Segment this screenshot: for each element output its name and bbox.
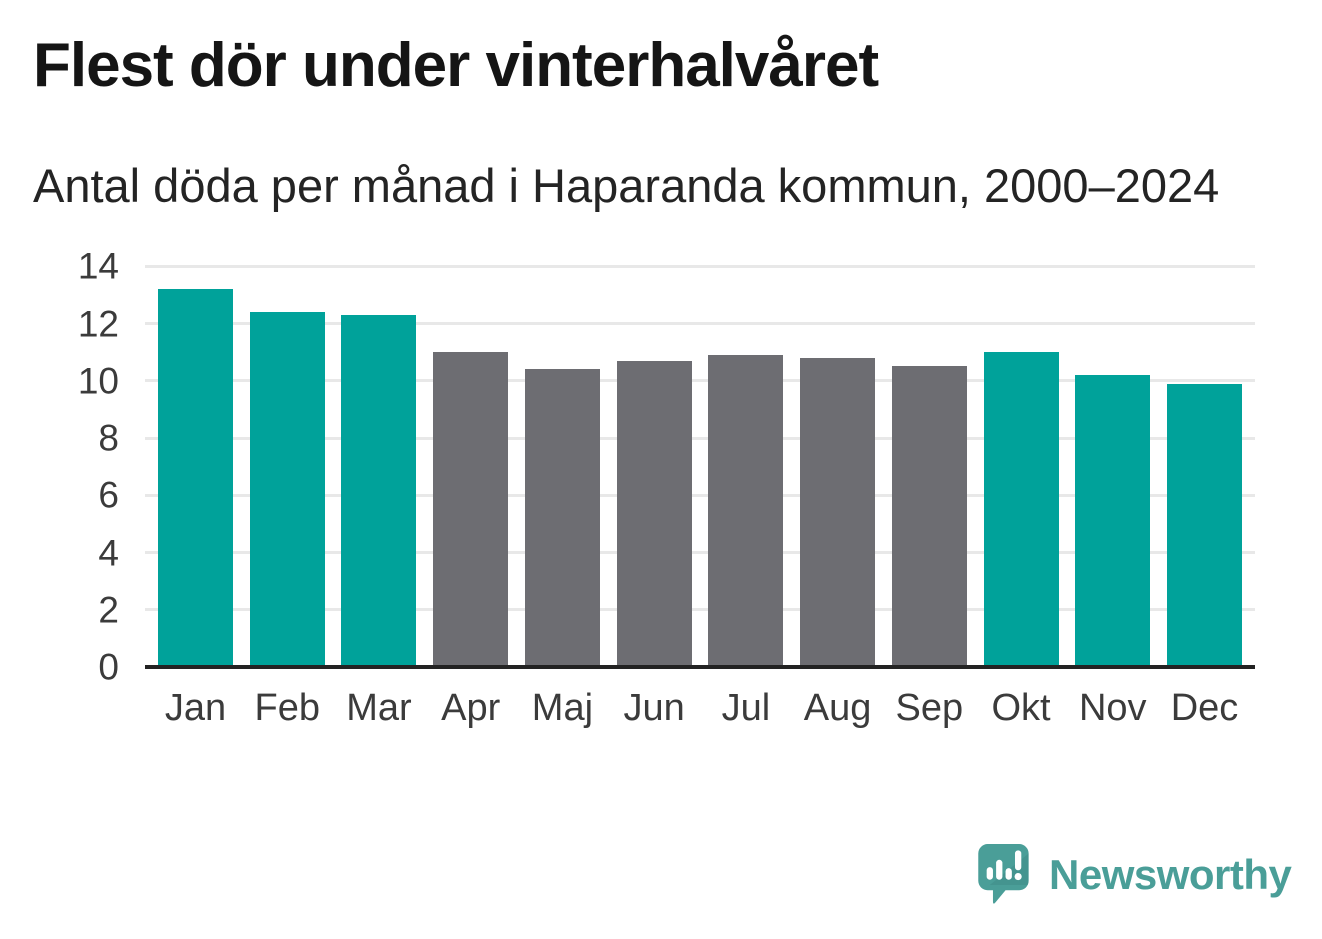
bar-chart-plot-area: 0 2 4 6 8 10 12 14 Jan Feb Mar Apr Maj Jun Jul Aug Sep Ok… [78,248,1255,727]
bar-jul [708,355,784,667]
x-axis-tick-label-jan: Jan [164,687,227,729]
gridline-y-14 [145,264,1255,268]
y-axis-tick-label-0: 0 [98,646,119,688]
bar-mar [341,314,417,667]
gridline-y-8 [145,436,1255,440]
bar-dec [1167,383,1242,667]
bar-okt [983,352,1059,667]
bar-aug [800,357,876,667]
bar-jan [158,289,233,667]
y-axis-tick-label-4: 4 [98,532,119,574]
bar-nov [1075,375,1151,667]
newsworthy-wordmark: Newsworthy [1049,851,1292,898]
gridline-y-4 [145,551,1255,555]
x-axis-tick-label-aug: Aug [803,687,872,729]
y-axis-tick-label-2: 2 [98,589,119,631]
gridline-y-12 [145,322,1255,326]
x-axis-tick-label-nov: Nov [1078,687,1147,729]
x-axis-tick-label-jun: Jun [623,687,685,729]
gridline-y-6 [145,493,1255,497]
x-axis-tick-label-dec: Dec [1170,687,1239,729]
bar-maj [524,369,600,667]
y-axis-tick-label-12: 12 [77,303,119,345]
x-axis-tick-label-mar: Mar [346,687,412,729]
bar-jun [616,360,692,667]
bar-apr [433,352,509,667]
x-axis-line [145,665,1255,669]
newsworthy-branding: Newsworthy [977,843,1292,907]
bar-feb [249,312,325,667]
gridline-y-10 [145,379,1255,383]
y-axis-tick-label-14: 14 [77,245,119,287]
x-axis-tick-label-sep: Sep [895,687,964,729]
x-axis-tick-label-maj: Maj [531,687,594,729]
x-axis-tick-label-apr: Apr [441,687,501,729]
y-axis-tick-label-8: 8 [98,417,119,459]
y-axis-tick-label-6: 6 [98,474,119,516]
newsworthy-logo-icon [978,844,1029,904]
chart-title: Flest dör under vinterhalvåret [33,31,879,100]
chart-subtitle: Antal döda per månad i Haparanda kommun,… [33,159,1220,212]
x-axis-tick-label-jul: Jul [721,687,771,729]
y-axis-tick-label-10: 10 [77,360,119,402]
gridline-y-2 [145,608,1255,612]
bar-sep [891,366,967,667]
x-axis-tick-label-okt: Okt [991,687,1051,729]
x-axis-tick-label-feb: Feb [254,687,320,729]
